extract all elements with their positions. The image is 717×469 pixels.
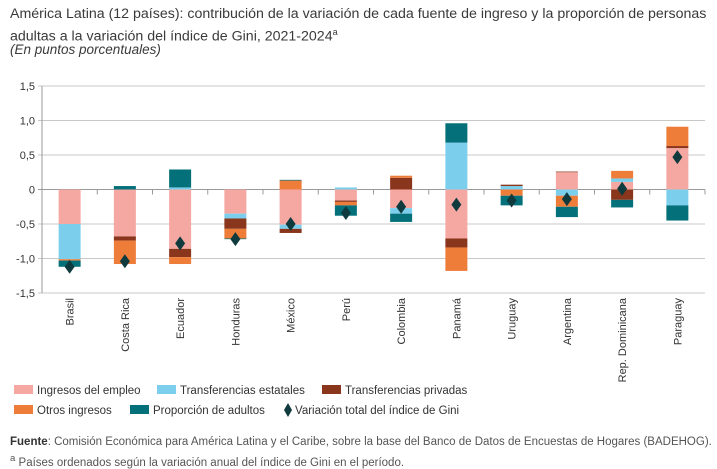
bar-segment xyxy=(334,189,357,201)
x-tick-label: Paraguay xyxy=(672,298,684,346)
x-tick-label: Costa Rica xyxy=(120,297,132,352)
bar-segment xyxy=(445,142,468,190)
bar-segment xyxy=(666,126,689,147)
footnote: a Países ordenados según la variación an… xyxy=(10,453,405,469)
x-tick-label: Colombia xyxy=(396,297,408,344)
y-tick-label: 0 xyxy=(29,185,35,197)
legend-label: Transferencias privadas xyxy=(345,385,468,397)
bar-segment xyxy=(555,172,578,190)
bar-segment xyxy=(666,148,689,190)
total-marker xyxy=(64,259,75,274)
total-marker xyxy=(672,150,683,165)
x-tick-label: Perú xyxy=(341,298,353,321)
bar-segment xyxy=(58,224,81,260)
total-marker xyxy=(119,254,130,269)
y-tick-label: 1,5 xyxy=(20,81,35,93)
bar-segment xyxy=(113,186,136,190)
y-tick-label: 0,5 xyxy=(20,150,35,162)
legend-label: Proporción de adultos xyxy=(153,405,265,417)
bar-segment xyxy=(611,178,634,182)
source-note: Fuente: Comisión Económica para América … xyxy=(10,436,712,448)
bar-segment xyxy=(500,186,523,190)
bar-segment xyxy=(169,169,192,188)
bar-segment xyxy=(445,238,468,248)
bar-segment xyxy=(611,199,634,208)
x-tick-label: Panamá xyxy=(451,297,463,339)
legend-label: Ingresos del empleo xyxy=(37,385,141,397)
y-tick-label: -1,0 xyxy=(16,254,35,266)
bar-segment xyxy=(113,240,136,265)
bar-segment xyxy=(279,179,302,181)
bar-segment xyxy=(390,175,413,178)
bar-segment xyxy=(445,189,468,239)
total-marker xyxy=(451,197,462,212)
x-tick-label: México xyxy=(286,298,298,333)
chart-title: América Latina (12 países): contribución… xyxy=(10,6,707,45)
bar-segment xyxy=(113,236,136,241)
legend-swatch xyxy=(14,405,33,414)
bar-segment xyxy=(390,189,413,209)
legend-label: Transferencias estatales xyxy=(180,385,305,397)
x-tick-label: Rep. Dominicana xyxy=(617,297,629,382)
legend-diamond-icon xyxy=(284,403,292,417)
bar-segment xyxy=(390,213,413,222)
bar-segment xyxy=(58,189,81,224)
x-tick-label: Honduras xyxy=(230,298,242,346)
bar-segment xyxy=(279,180,302,190)
bar-segment xyxy=(555,171,578,173)
bar-segment xyxy=(500,189,523,196)
y-tick-label: -0,5 xyxy=(16,219,35,231)
x-tick-label: Argentina xyxy=(562,297,574,345)
x-tick-label: Brasil xyxy=(65,298,77,326)
bar-segment xyxy=(224,189,247,214)
x-tick-label: Ecuador xyxy=(175,298,187,339)
legend-label: Otros ingresos xyxy=(37,405,112,417)
bar-segment xyxy=(334,200,357,202)
y-tick-label: -1,5 xyxy=(16,288,35,300)
bar-segment xyxy=(611,170,634,179)
legend-label: Variación total del índice de Gini xyxy=(295,405,459,417)
bar-segment xyxy=(666,189,689,206)
bar-segment xyxy=(169,248,192,258)
total-marker xyxy=(175,236,186,251)
total-marker xyxy=(617,181,628,196)
total-marker xyxy=(285,217,296,231)
y-tick-label: 1,0 xyxy=(20,116,35,128)
bar-segment xyxy=(555,206,578,218)
bar-segment xyxy=(224,213,247,219)
legend-swatch xyxy=(14,385,33,394)
bar-segment xyxy=(169,187,192,190)
bar-segment xyxy=(169,189,192,249)
bar-segment xyxy=(224,218,247,229)
legend-swatch xyxy=(157,385,176,394)
bar-segment xyxy=(445,247,468,271)
bar-segment xyxy=(334,201,357,206)
x-tick-label: Uruguay xyxy=(507,298,519,340)
total-marker xyxy=(396,199,407,214)
total-marker xyxy=(230,232,241,247)
total-marker xyxy=(561,192,572,207)
bar-segment xyxy=(279,189,302,225)
bar-segment xyxy=(169,257,192,265)
total-marker xyxy=(506,193,517,208)
bar-segment xyxy=(666,146,689,149)
legend-swatch xyxy=(322,385,341,394)
bar-segment xyxy=(445,123,468,143)
bar-segment xyxy=(334,187,357,190)
legend-swatch xyxy=(130,405,149,414)
chart-subtitle: (En puntos porcentuales) xyxy=(10,42,161,57)
total-marker xyxy=(340,205,351,220)
bar-segment xyxy=(113,189,136,237)
bar-segment xyxy=(500,184,523,187)
bar-segment xyxy=(666,205,689,221)
bar-segment xyxy=(390,177,413,190)
